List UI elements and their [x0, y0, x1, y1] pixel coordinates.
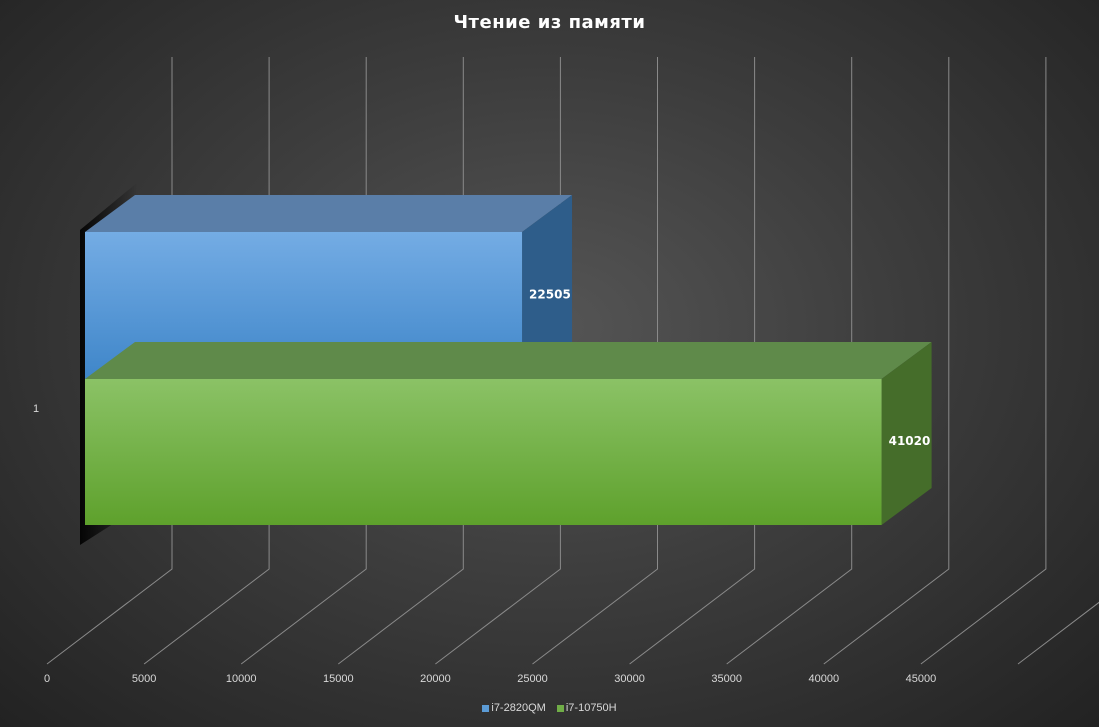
legend-label: i7-10750H [565, 702, 617, 714]
gridline [532, 57, 658, 665]
x-tick-label: 30000 [614, 673, 645, 685]
x-tick-label: 25000 [517, 673, 548, 685]
x-tick-label: 40000 [809, 673, 840, 685]
x-tick-label: 5000 [132, 673, 156, 685]
legend-label: i7-2820QM [491, 702, 546, 714]
x-tick-label: 0 [44, 673, 50, 685]
gridline [629, 57, 756, 665]
bar-top-i7-10750H [85, 342, 932, 379]
bar-side-i7-10750H [881, 342, 932, 525]
legend-item-i7-10750h: i7-10750H [556, 702, 617, 714]
category-label: 1 [33, 403, 39, 415]
chart-title: Чтение из памяти [453, 12, 646, 33]
gridline [920, 57, 1047, 665]
bar-top-i7-2820QM [85, 195, 573, 232]
data-label: 41020 [889, 434, 931, 448]
data-label: 22505 [529, 288, 571, 302]
gridline [1017, 601, 1099, 665]
gridline [726, 57, 853, 665]
x-tick-label: 15000 [323, 673, 354, 685]
legend-swatch [556, 704, 564, 712]
bar-i7-10750H [85, 379, 882, 525]
x-tick-label: 45000 [906, 673, 937, 685]
legend: i7-2820QM i7-10750H [0, 702, 1099, 715]
x-tick-label: 10000 [226, 673, 257, 685]
x-tick-label: 20000 [420, 673, 451, 685]
bar-side-i7-2820QM [522, 195, 573, 379]
legend-swatch [482, 704, 490, 712]
x-tick-label: 35000 [711, 673, 742, 685]
gridline [823, 57, 950, 665]
legend-item-i7-2820qm: i7-2820QM [482, 702, 546, 714]
